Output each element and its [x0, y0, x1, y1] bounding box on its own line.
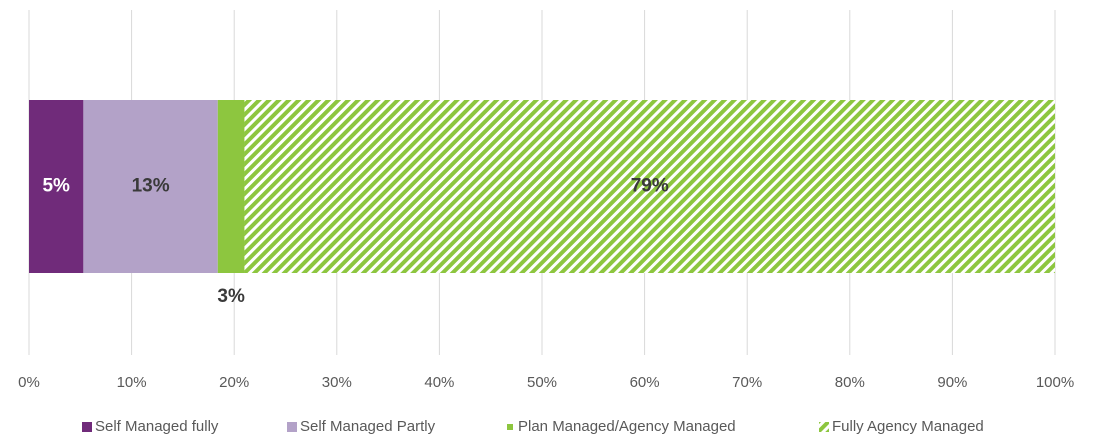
bar-segment [29, 100, 84, 273]
data-label: 79% [631, 176, 669, 197]
x-tick-label: 70% [732, 374, 762, 391]
x-tick-label: 30% [322, 374, 352, 391]
x-tick-label: 20% [219, 374, 249, 391]
bar-segment [217, 100, 245, 273]
x-tick-label: 90% [937, 374, 967, 391]
x-tick-label: 60% [630, 374, 660, 391]
bar-segment [83, 100, 218, 273]
data-label: 3% [217, 286, 245, 307]
legend-label: Self Managed fully [95, 418, 219, 435]
x-tick-label: 40% [424, 374, 454, 391]
x-tick-label: 0% [18, 374, 40, 391]
legend-label: Plan Managed/Agency Managed [518, 418, 736, 435]
x-tick-label: 100% [1036, 374, 1074, 391]
legend-swatch [82, 422, 92, 432]
data-label: 13% [132, 176, 170, 197]
x-tick-label: 50% [527, 374, 557, 391]
legend-label: Fully Agency Managed [832, 418, 984, 435]
data-label: 5% [42, 176, 70, 197]
legend-swatch [819, 422, 829, 432]
legend-swatch [507, 424, 513, 430]
x-tick-label: 80% [835, 374, 865, 391]
bar-segment [244, 100, 1055, 273]
legend-label: Self Managed Partly [300, 418, 436, 435]
x-tick-label: 10% [117, 374, 147, 391]
legend-swatch [287, 422, 297, 432]
